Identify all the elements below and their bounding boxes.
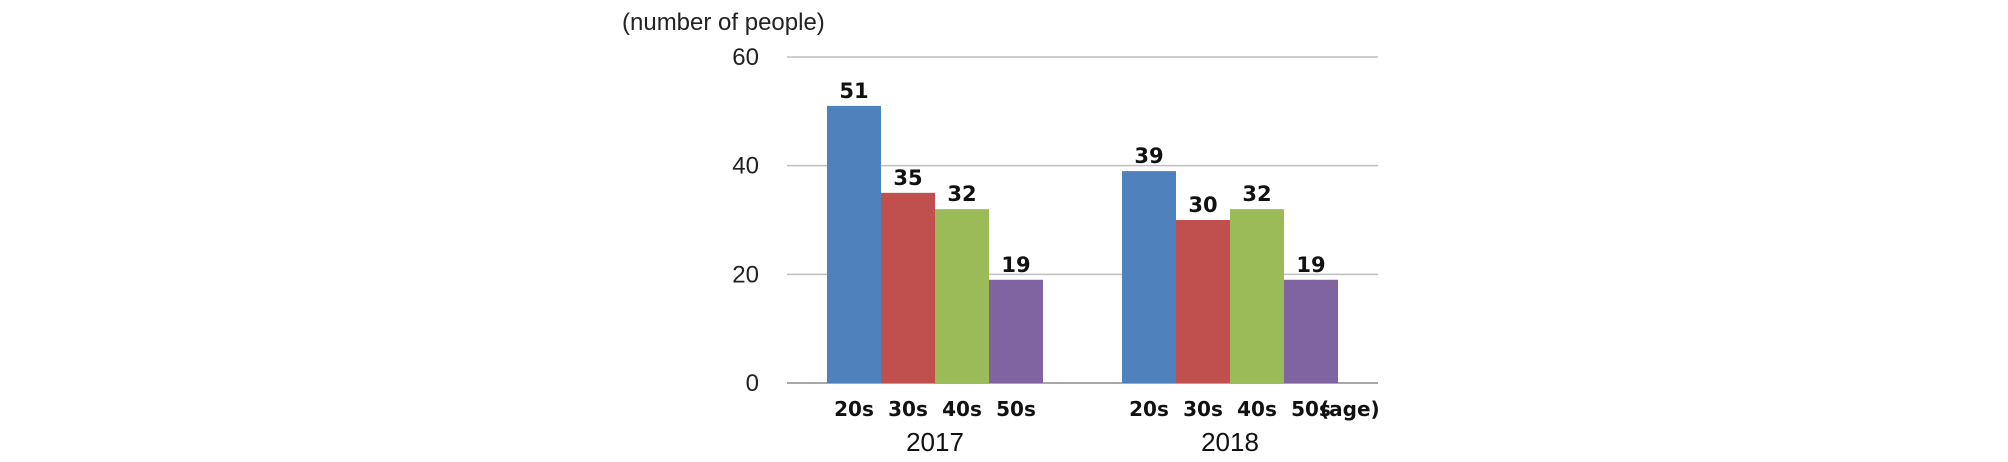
data-label: 19: [1296, 253, 1325, 277]
data-label: 30: [1188, 193, 1217, 217]
bar-series: [827, 105, 1338, 384]
category-label: 50s: [996, 397, 1036, 421]
category-label: 40s: [1237, 397, 1277, 421]
group-label-2018: 2018: [1201, 427, 1259, 457]
data-label: 32: [1242, 182, 1271, 206]
data-label: 32: [947, 182, 976, 206]
x-axis-unit-label: (age): [1320, 397, 1380, 421]
category-label: 30s: [1183, 397, 1223, 421]
data-label: 35: [893, 166, 922, 190]
group-labels: 2017 2018: [906, 427, 1259, 457]
bar-2017-40s: [935, 209, 989, 383]
data-labels: 51 35 32 19 39 30 32 19: [839, 79, 1325, 277]
bar-2018-30s: [1176, 220, 1230, 383]
y-tick-label: 60: [732, 44, 759, 71]
y-axis-title: (number of people): [622, 9, 825, 36]
category-label: 40s: [942, 397, 982, 421]
y-tick-label: 0: [746, 370, 759, 397]
data-label: 19: [1001, 253, 1030, 277]
category-label: 20s: [1129, 397, 1169, 421]
y-tick-label: 40: [732, 153, 759, 180]
bar-2018-50s: [1284, 279, 1338, 383]
bar-2018-40s: [1230, 209, 1284, 383]
bar-2017-20s: [827, 105, 881, 384]
y-tick-label: 20: [732, 261, 759, 288]
bar-2017-30s: [881, 192, 935, 383]
y-axis-ticks: 0 20 40 60: [732, 44, 759, 397]
data-label: 39: [1134, 144, 1163, 168]
bar-2018-20s: [1122, 171, 1176, 383]
data-label: 51: [839, 79, 868, 103]
category-label: 20s: [834, 397, 874, 421]
category-label: 50s: [1291, 397, 1331, 421]
category-labels: 20s 30s 40s 50s 20s 30s 40s 50s: [834, 397, 1331, 421]
bar-2017-50s: [989, 279, 1043, 383]
category-label: 30s: [888, 397, 928, 421]
group-label-2017: 2017: [906, 427, 964, 457]
